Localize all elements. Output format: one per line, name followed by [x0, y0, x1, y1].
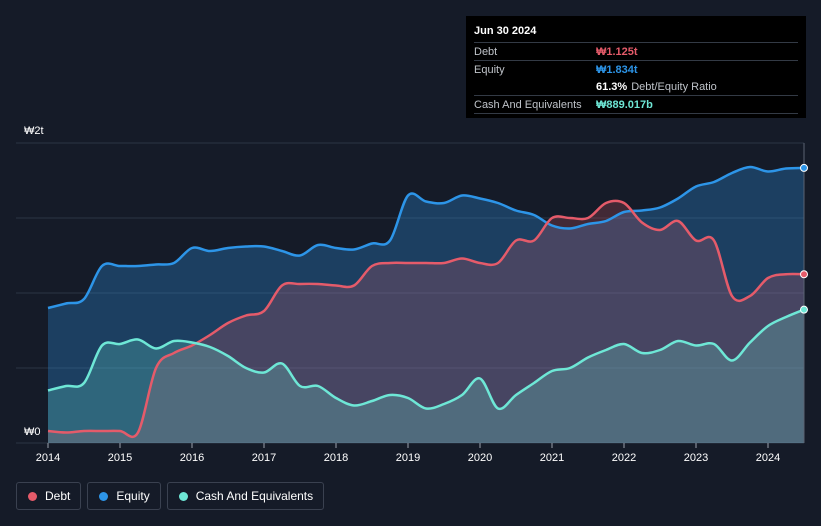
cash-line: [47, 308, 805, 411]
x-tick-label: 2019: [396, 452, 420, 464]
tooltip-debt-value: ₩1.125t: [596, 45, 638, 58]
tooltip-equity-row: Equity ₩1.834t: [474, 60, 798, 78]
x-tick-label: 2020: [468, 452, 492, 464]
series-end-markers: [800, 163, 808, 314]
x-tick-label: 2014: [36, 452, 60, 464]
grid-lines: [16, 142, 804, 444]
tooltip-equity-value: ₩1.834t: [596, 63, 638, 76]
cash-dot-icon: [178, 491, 188, 501]
tooltip-ratio-row: 61.3% Debt/Equity Ratio: [474, 78, 798, 95]
x-tick-label: 2023: [684, 452, 708, 464]
cash-end-point: [800, 305, 808, 314]
tooltip-ratio-value: 61.3%: [596, 80, 628, 93]
x-tick-label: 2024: [756, 452, 780, 464]
legend-equity-label: Equity: [116, 489, 150, 503]
debt-area: [48, 200, 804, 443]
y-tick-label: ₩2t: [24, 125, 44, 137]
y-axis: ₩0 ₩2t: [24, 125, 44, 438]
debt-dot-icon: [28, 491, 37, 501]
tooltip-ratio-label: Debt/Equity Ratio: [631, 80, 717, 93]
debt-line: [47, 199, 805, 438]
legend-item-debt[interactable]: Debt: [16, 482, 82, 510]
equity-line: [47, 165, 805, 310]
tooltip-cash-row: Cash And Equivalents ₩889.017b: [474, 95, 798, 113]
x-tick-label: 2021: [540, 452, 564, 464]
series-lines: [47, 165, 805, 438]
tooltip: Jun 30 2024 Debt ₩1.125t Equity ₩1.834t …: [466, 16, 806, 118]
tooltip-cash-value: ₩889.017b: [596, 98, 653, 111]
series-areas: [48, 166, 804, 443]
equity-area: [48, 166, 804, 443]
x-tick-label: 2017: [252, 452, 276, 464]
x-tick-label: 2016: [180, 452, 204, 464]
legend-item-equity[interactable]: Equity: [87, 482, 161, 510]
legend-item-cash[interactable]: Cash And Equivalents: [166, 482, 325, 510]
tooltip-debt-row: Debt ₩1.125t: [474, 42, 798, 60]
x-axis: 2014 2015 2016 2017 2018 2019 2020 2021 2022 2023…: [36, 443, 780, 464]
legend: Debt Equity Cash And Equivalents: [16, 482, 325, 510]
equity-dot-icon: [99, 491, 109, 501]
equity-end-point: [800, 163, 808, 172]
legend-debt-label: Debt: [45, 489, 71, 503]
debt-end-point: [800, 270, 808, 279]
tooltip-date: Jun 30 2024: [474, 25, 537, 37]
x-tick-label: 2018: [324, 452, 348, 464]
cash-area: [48, 309, 804, 443]
legend-cash-label: Cash And Equivalents: [195, 489, 314, 503]
x-tick-label: 2022: [612, 452, 636, 464]
y-tick-label: ₩0: [24, 426, 41, 438]
tooltip-equity-label: Equity: [474, 63, 505, 76]
x-tick-label: 2015: [108, 452, 132, 464]
tooltip-cash-label: Cash And Equivalents: [474, 98, 582, 111]
tooltip-debt-label: Debt: [474, 45, 498, 58]
